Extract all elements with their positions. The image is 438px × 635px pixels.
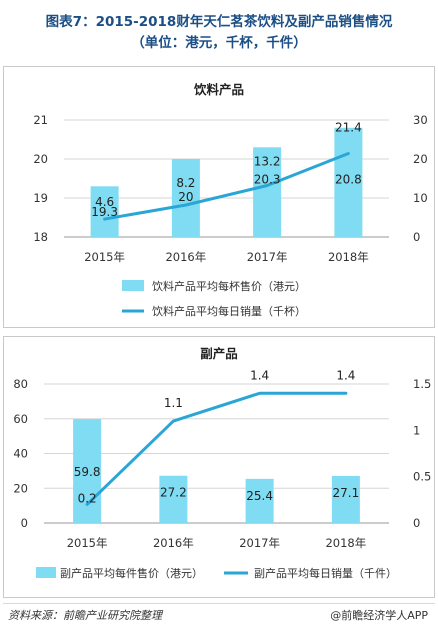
y-right-tick-label: 0.5 [413,470,431,484]
line-data-label: 1.1 [164,396,183,410]
bar-data-label: 19.3 [91,205,118,219]
panel-title: 副产品 [200,346,238,361]
line-data-label: 0.2 [78,491,97,505]
line-data-label: 4.6 [95,195,114,209]
y-right-tick-label: 0 [413,516,420,530]
line-data-label: 21.4 [335,121,362,135]
credit-note: @前瞻经济学人APP [330,609,428,622]
bar [253,147,282,237]
y-left-tick-label: 21 [33,113,48,127]
y-left-tick-label: 80 [13,377,28,391]
legend-label: 副产品平均每件售价（港元） [60,566,203,580]
legend-swatch-bar [122,280,144,291]
x-tick-label: 2015年 [67,536,108,550]
series-line [103,152,350,221]
y-right-tick-label: 0 [413,230,420,244]
y-right-tick-label: 20 [413,152,428,166]
beverage-chart-panel: 饮料产品 18 19 20 21 0 10 20 30 2015年 2016年 2017年 2018年 1… [3,66,435,328]
byproduct-chart: 副产品 0 20 40 60 80 0 0.5 1 1.5 2015年 2016年 2017年 2018年… [13,346,431,580]
line-data-label: 1.4 [250,368,269,382]
bar-data-label: 25.4 [246,489,273,503]
source-note: 资料来源：前瞻产业研究院整理 [8,609,162,622]
bar-data-label: 59.8 [74,465,101,479]
byproduct-chart-panel: 副产品 0 20 40 60 80 0 0.5 1 1.5 2015年 2016年 2017年 2018年… [3,336,435,598]
legend-label: 饮料产品平均每杯售价（港元） [152,279,306,293]
beverage-chart: 饮料产品 18 19 20 21 0 10 20 30 2015年 2016年 2017年 2018年 1… [33,82,428,318]
y-left-tick-label: 19 [33,191,48,205]
legend-swatch-bar [36,567,56,578]
line-data-label: 13.2 [254,155,281,169]
y-left-tick-label: 20 [33,152,48,166]
x-tick-label: 2018年 [328,250,369,264]
y-left-tick-label: 40 [13,447,28,461]
x-tick-label: 2018年 [325,536,366,550]
line-data-label: 8.2 [176,176,195,190]
bar [331,475,360,523]
y-left-tick-label: 20 [13,481,28,495]
bar [90,186,119,237]
bar-data-label: 20 [178,190,193,204]
x-tick-label: 2016年 [165,250,206,264]
bar [245,478,274,523]
legend-label: 副产品平均每日销量（千件） [254,566,397,580]
x-tick-label: 2015年 [84,250,125,264]
bar [334,127,363,237]
x-tick-label: 2017年 [239,536,280,550]
y-right-tick-label: 1 [413,423,420,437]
chart-title: 图表7：2015-2018财年天仁茗茶饮料及副产品销售情况 [45,14,393,30]
y-left-tick-label: 18 [33,230,48,244]
x-tick-label: 2016年 [153,536,194,550]
panel-title: 饮料产品 [193,82,244,97]
y-right-tick-label: 10 [413,191,428,205]
footer-divider [3,603,435,604]
y-right-tick-label: 30 [413,113,428,127]
bar-data-label: 27.2 [160,486,187,500]
x-tick-label: 2017年 [247,250,288,264]
series-line [85,391,348,506]
bar [171,159,200,237]
legend-label: 饮料产品平均每日销量（千杯） [152,304,306,318]
chart-units-subtitle: （单位：港元，千杯，千件） [131,35,307,51]
bar-data-label: 20.3 [254,173,281,187]
bar [159,475,188,523]
y-left-tick-label: 60 [13,412,28,426]
y-left-tick-label: 0 [21,516,28,530]
bar-data-label: 27.1 [333,486,360,500]
line-data-label: 1.4 [336,368,355,382]
bar-data-label: 20.8 [335,173,362,187]
y-right-tick-label: 1.5 [413,377,431,391]
